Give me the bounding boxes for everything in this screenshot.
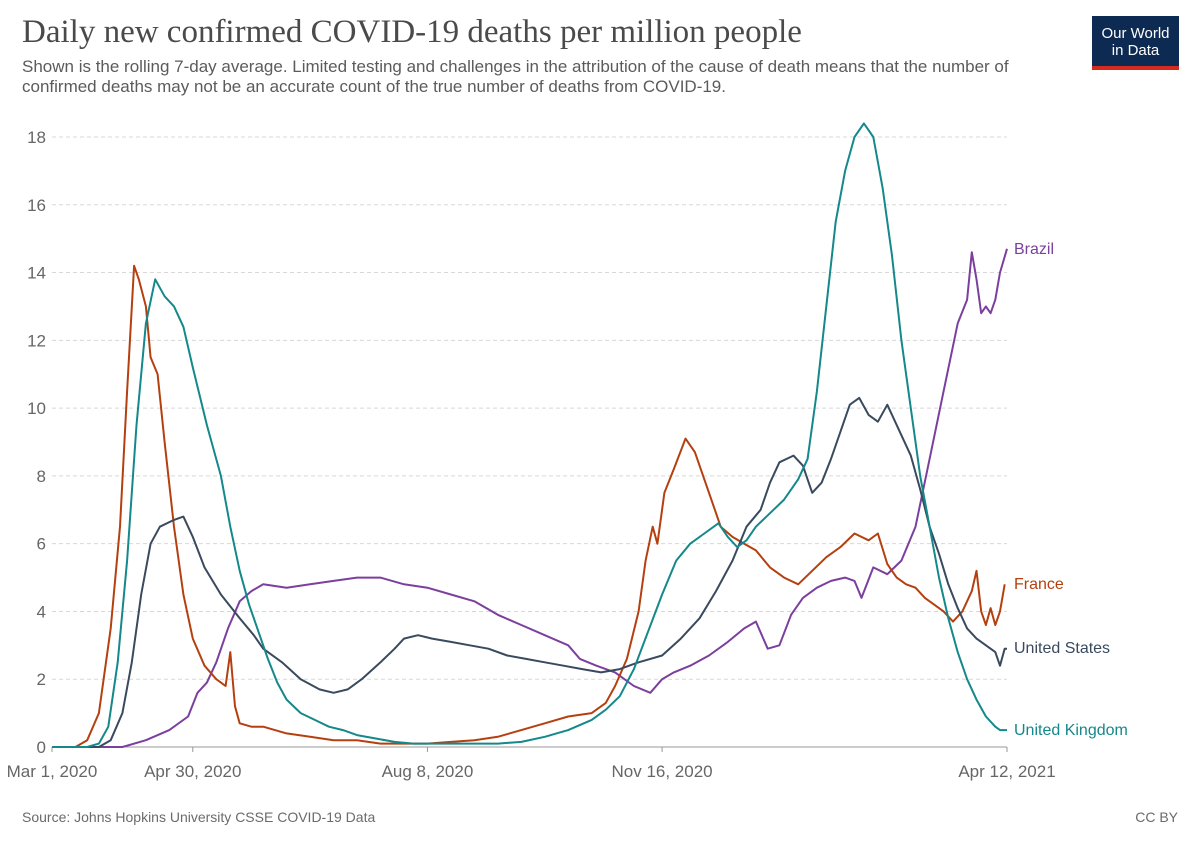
- series-label-united-kingdom: United Kingdom: [1014, 722, 1128, 739]
- x-tick-label-2: Aug 8, 2020: [382, 762, 474, 781]
- series-label-united-states: United States: [1014, 640, 1110, 657]
- chart-title: Daily new confirmed COVID-19 deaths per …: [22, 14, 802, 50]
- x-tick-label-0: Mar 1, 2020: [7, 762, 98, 781]
- source-note: Source: Johns Hopkins University CSSE CO…: [22, 809, 376, 825]
- y-tick-label-18: 18: [27, 128, 46, 147]
- x-tick-label-1: Apr 30, 2020: [144, 762, 241, 781]
- series-line-united-kingdom: [52, 122, 1007, 748]
- y-tick-label-16: 16: [27, 196, 46, 215]
- y-tick-label-6: 6: [37, 535, 46, 554]
- x-tick-label-3: Nov 16, 2020: [612, 762, 713, 781]
- logo-line-1: Our World: [1101, 25, 1170, 42]
- series-label-france: France: [1014, 576, 1064, 593]
- y-tick-label-14: 14: [27, 264, 46, 283]
- x-tick-label-4: Apr 12, 2021: [958, 762, 1055, 781]
- chart-subtitle: Shown is the rolling 7-day average. Limi…: [22, 57, 1009, 96]
- y-tick-label-4: 4: [37, 602, 46, 621]
- y-tick-label-8: 8: [37, 467, 46, 486]
- y-tick-label-12: 12: [27, 331, 46, 350]
- y-tick-label-0: 0: [37, 738, 46, 757]
- logo-line-2: in Data: [1111, 42, 1160, 59]
- series-line-france: [52, 264, 1006, 748]
- owid-logo[interactable]: Our World in Data: [1092, 16, 1179, 70]
- series-label-brazil: Brazil: [1014, 241, 1054, 258]
- y-tick-label-10: 10: [27, 399, 46, 418]
- license-link[interactable]: CC BY: [1135, 809, 1178, 825]
- series-line-united-states: [52, 396, 1007, 748]
- series-line-brazil: [52, 248, 1008, 748]
- y-tick-label-2: 2: [37, 670, 46, 689]
